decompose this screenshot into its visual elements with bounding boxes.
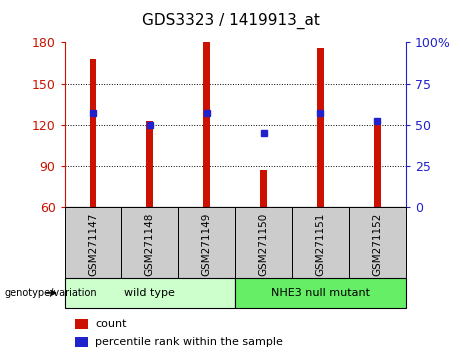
Text: GSM271147: GSM271147 <box>88 213 98 276</box>
Text: genotype/variation: genotype/variation <box>5 288 97 298</box>
Bar <box>349 207 406 278</box>
Bar <box>147 121 153 207</box>
Bar <box>292 207 349 278</box>
Text: count: count <box>95 319 127 329</box>
Bar <box>178 207 235 278</box>
Text: GSM271151: GSM271151 <box>315 213 325 276</box>
Text: GDS3323 / 1419913_at: GDS3323 / 1419913_at <box>142 13 319 29</box>
Bar <box>89 59 96 207</box>
Text: GSM271150: GSM271150 <box>259 213 269 276</box>
Bar <box>65 278 235 308</box>
Text: NHE3 null mutant: NHE3 null mutant <box>271 288 370 298</box>
Text: GSM271149: GSM271149 <box>201 213 212 276</box>
Bar <box>260 170 267 207</box>
Bar <box>75 337 89 347</box>
Bar <box>374 125 381 207</box>
Bar <box>235 207 292 278</box>
Text: GSM271148: GSM271148 <box>145 213 155 276</box>
Text: percentile rank within the sample: percentile rank within the sample <box>95 337 283 348</box>
Text: GSM271152: GSM271152 <box>372 213 382 276</box>
Bar <box>317 48 324 207</box>
Bar <box>65 207 121 278</box>
Text: wild type: wild type <box>124 288 175 298</box>
Bar <box>121 207 178 278</box>
Bar <box>75 319 89 329</box>
Bar <box>203 42 210 207</box>
Bar <box>235 278 406 308</box>
